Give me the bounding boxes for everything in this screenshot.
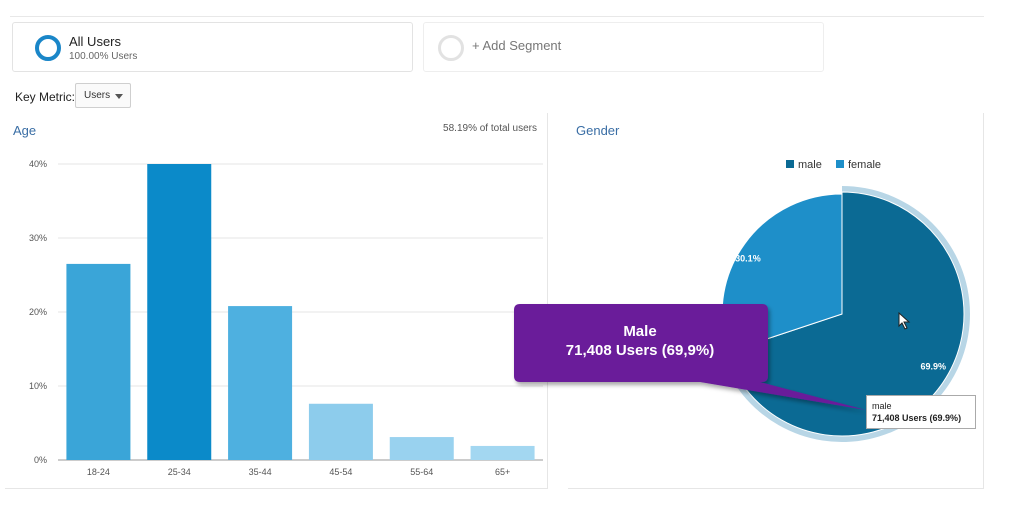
total-users-label: 58.19% of total users: [443, 123, 537, 134]
tooltip-value: 71,408 Users (69.9%): [872, 413, 962, 423]
segment-title: All Users: [69, 34, 122, 49]
pie-tooltip: male 71,408 Users (69.9%): [866, 395, 976, 429]
age-title: Age: [13, 123, 37, 138]
top-divider: [10, 16, 984, 17]
segment-subtitle: 100.00% Users: [69, 51, 138, 62]
key-metric-value: Users: [84, 90, 111, 101]
gender-panel: Gender: [568, 113, 984, 489]
callout-value: 71,408 Users (69,9%): [565, 342, 715, 359]
segment-ring-icon: [35, 35, 61, 61]
chevron-down-icon: [115, 94, 123, 99]
callout-label: Male 71,408 Users (69,9%): [516, 322, 764, 360]
key-metric-label: Key Metric:: [15, 90, 76, 104]
callout-title: Male: [623, 323, 657, 340]
add-segment-button[interactable]: + Add Segment: [423, 22, 824, 72]
empty-segment-ring-icon: [438, 35, 464, 61]
gender-title: Gender: [576, 123, 620, 138]
age-panel: Age 58.19% of total users: [5, 113, 548, 489]
add-segment-label: + Add Segment: [472, 38, 562, 53]
segment-all-users[interactable]: All Users 100.00% Users: [12, 22, 413, 72]
key-metric-select[interactable]: Users: [75, 83, 131, 108]
mouse-cursor-icon: [898, 312, 911, 330]
tooltip-label: male: [872, 401, 892, 411]
